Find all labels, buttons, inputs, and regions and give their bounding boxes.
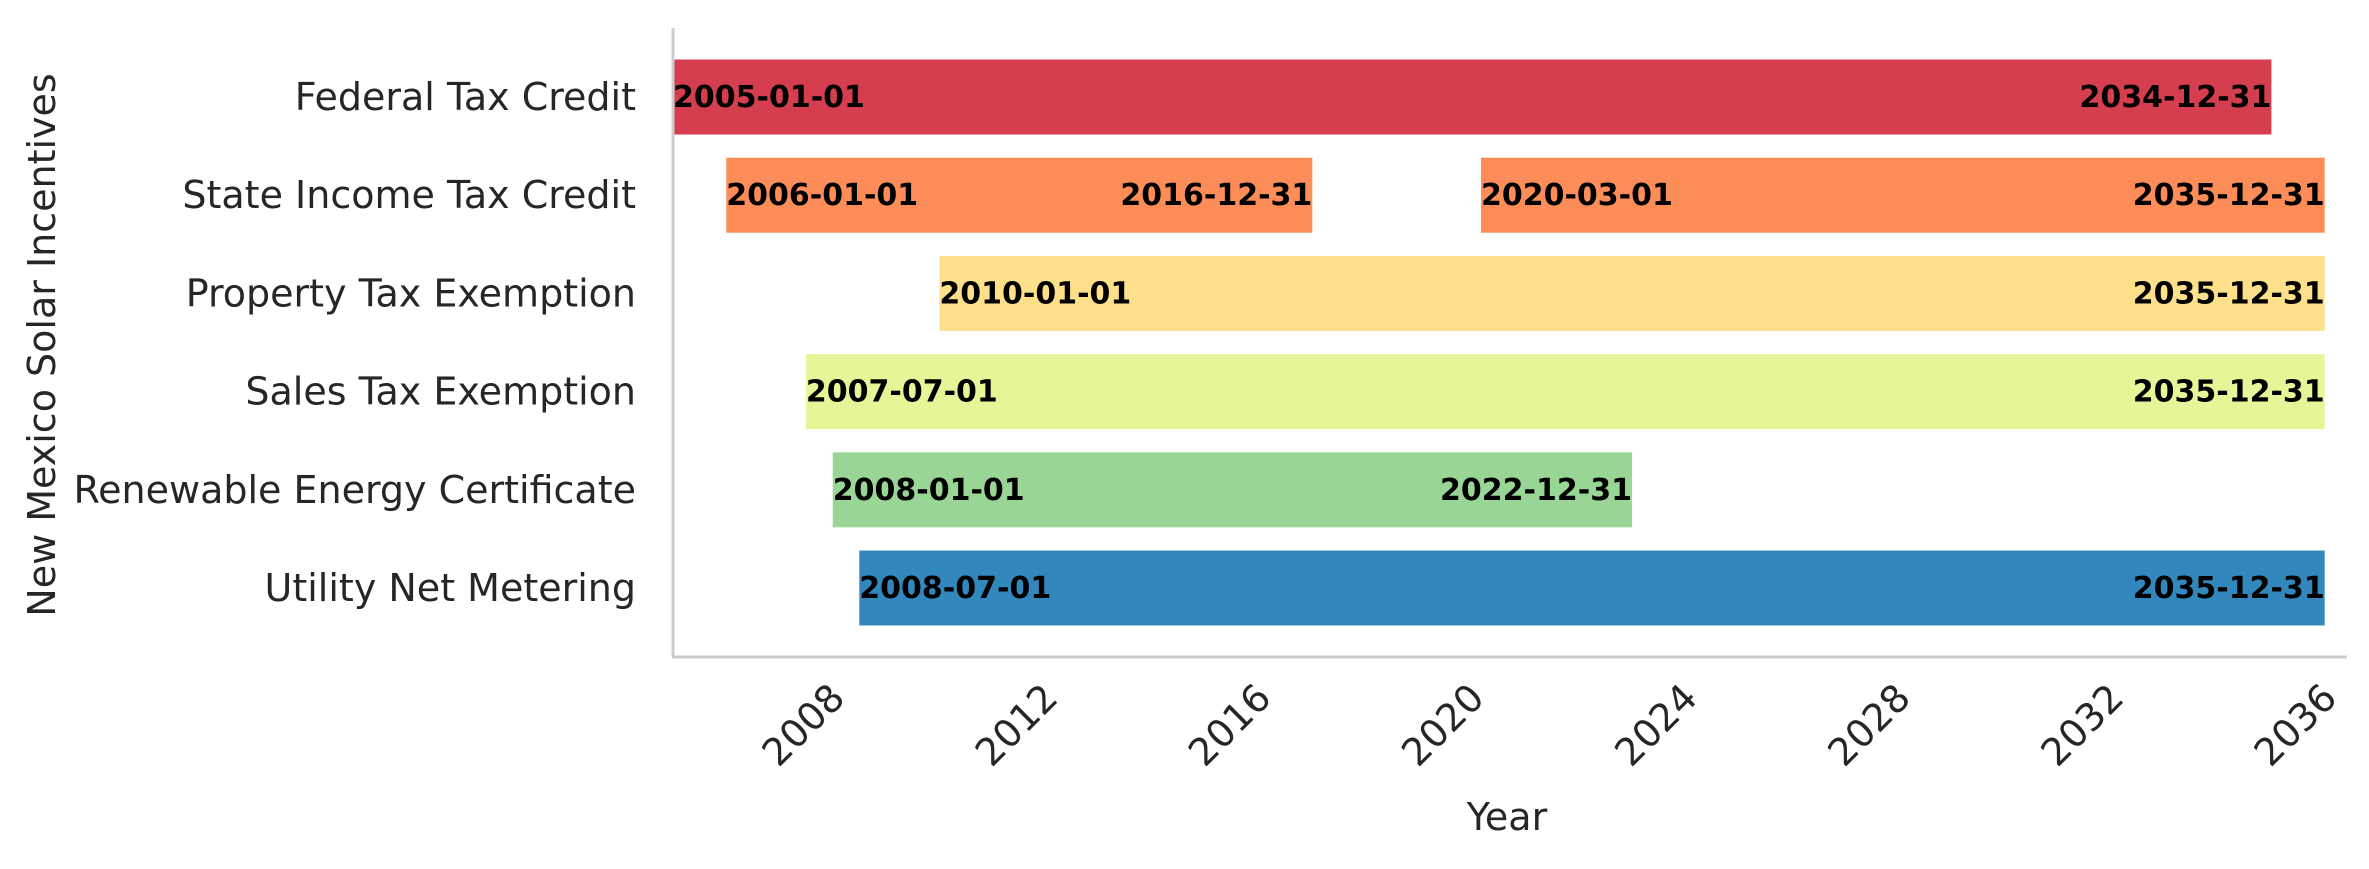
x-tick-labels: 2008 2012 2016 2020 2024 2028 2032 2036: [754, 675, 2346, 775]
y-tick-label: Federal Tax Credit: [295, 75, 636, 119]
x-tick-label: 2036: [2246, 675, 2346, 775]
y-tick-label: Renewable Energy Certificate: [73, 468, 636, 512]
x-tick-label: 2032: [2033, 675, 2133, 775]
bar-3: [1480, 157, 2325, 233]
x-tick-label: 2020: [1393, 675, 1493, 775]
bar-5: [805, 354, 2325, 430]
y-tick-label: Sales Tax Exemption: [245, 370, 636, 414]
bar-start-label: 2008-07-01: [859, 571, 1051, 606]
bar-end-label: 2035-12-31: [2133, 276, 2325, 311]
bar-start-label: 2006-01-01: [726, 178, 918, 213]
y-tick-label: Property Tax Exemption: [186, 271, 636, 315]
bar-end-label: 2035-12-31: [2133, 571, 2325, 606]
bar-end-label: 2022-12-31: [1440, 473, 1632, 508]
bar-1: [673, 59, 2272, 135]
bar-start-label: 2008-01-01: [833, 473, 1025, 508]
x-tick-label: 2008: [754, 675, 854, 775]
bar-end-label: 2016-12-31: [1120, 178, 1312, 213]
bar-end-label: 2035-12-31: [2133, 375, 2325, 410]
y-tick-label: Utility Net Metering: [265, 566, 636, 610]
bar-end-label: 2035-12-31: [2133, 178, 2325, 213]
bar-start-label: 2005-01-01: [673, 80, 865, 115]
bar-start-label: 2010-01-01: [939, 276, 1131, 311]
y-tick-label: State Income Tax Credit: [182, 173, 636, 217]
bar-end-label: 2034-12-31: [2080, 80, 2272, 115]
bar-start-label: 2020-03-01: [1481, 178, 1673, 213]
bar-6: [832, 452, 1632, 528]
bars-layer: [673, 59, 2325, 626]
bar-labels-layer: 2005-01-01 2034-12-31 2006-01-01 2016-12-31…: [673, 80, 2325, 606]
bar-2: [726, 157, 1313, 233]
bar-4: [939, 255, 2325, 331]
bar-7: [859, 550, 2325, 626]
x-tick-label: 2024: [1606, 675, 1706, 775]
bar-start-label: 2007-07-01: [806, 375, 998, 410]
y-tick-labels: Federal Tax Credit State Income Tax Credi…: [73, 75, 636, 610]
x-tick-label: 2028: [1819, 675, 1919, 775]
x-tick-label: 2016: [1180, 675, 1280, 775]
y-axis-title: New Mexico Solar Incentives: [20, 73, 64, 616]
x-axis-title: Year: [1466, 795, 1548, 839]
x-tick-label: 2012: [967, 675, 1067, 775]
